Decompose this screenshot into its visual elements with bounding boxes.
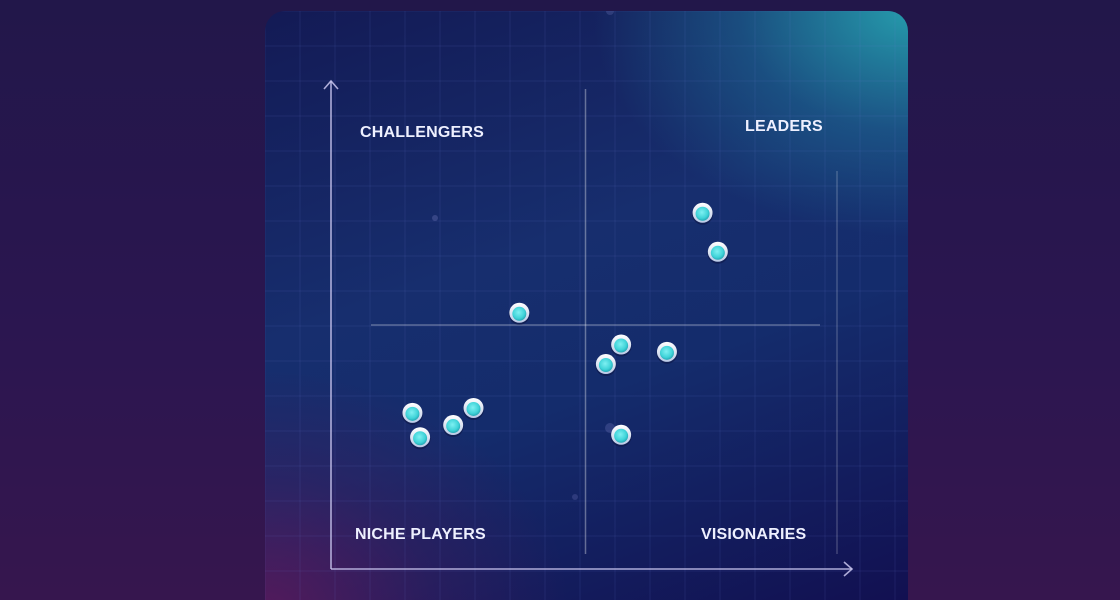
data-point <box>409 427 431 450</box>
magic-quadrant-card: CHALLENGERS LEADERS NICHE PLAYERS VISION… <box>265 11 908 600</box>
quadrant-label-challengers: CHALLENGERS <box>360 124 484 141</box>
data-point <box>442 415 464 438</box>
data-point-core <box>710 245 725 260</box>
x-axis-arrow <box>843 561 854 577</box>
data-point <box>595 354 617 377</box>
data-point <box>610 424 632 447</box>
data-point-core <box>405 406 420 421</box>
data-point <box>692 202 714 225</box>
data-point-core <box>512 306 527 321</box>
data-point <box>508 302 530 325</box>
data-point-core <box>659 345 674 360</box>
data-point-core <box>446 419 461 434</box>
quadrant-label-visionaries: VISIONARIES <box>701 526 807 543</box>
data-point-core <box>614 428 629 443</box>
quadrant-label-niche-players: NICHE PLAYERS <box>355 526 486 543</box>
data-point-core <box>614 338 629 353</box>
grid-lines <box>265 11 908 600</box>
y-axis-arrow <box>323 79 339 90</box>
data-point-core <box>466 401 481 416</box>
quadrant-chart <box>265 11 908 600</box>
data-points <box>401 202 729 450</box>
data-point-core <box>413 431 428 446</box>
quadrant-dividers <box>371 89 820 554</box>
data-point-core <box>598 358 613 373</box>
axes <box>323 79 854 577</box>
data-point <box>401 402 423 425</box>
data-point-core <box>695 206 710 221</box>
quadrant-label-leaders: LEADERS <box>745 118 823 135</box>
data-point <box>463 397 485 420</box>
data-point <box>656 341 678 364</box>
data-point <box>707 241 729 264</box>
data-point <box>610 334 632 357</box>
